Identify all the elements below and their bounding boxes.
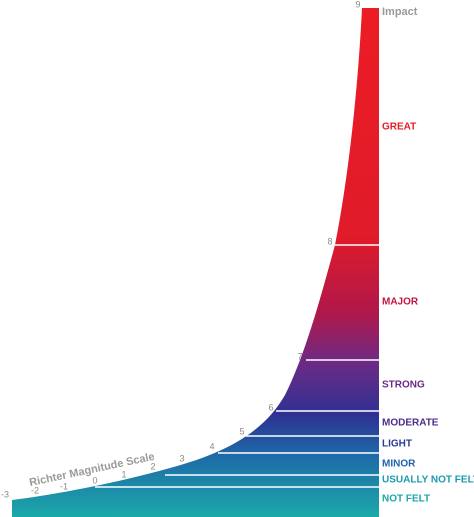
magnitude-label: 2 [150, 461, 155, 471]
band-label: GREAT [382, 122, 416, 133]
magnitude-label: 4 [209, 441, 214, 451]
band-label: MINOR [382, 459, 416, 470]
impact-header: Impact [382, 6, 418, 18]
magnitude-label: -2 [31, 485, 39, 495]
magnitude-label: 8 [327, 236, 332, 246]
magnitude-label: -3 [1, 489, 9, 499]
band-label: MAJOR [382, 297, 419, 308]
magnitude-label: 7 [297, 351, 302, 361]
magnitude-label: 5 [239, 426, 244, 436]
magnitude-label: 9 [355, 0, 360, 9]
band-label: STRONG [382, 380, 425, 391]
magnitude-label: 0 [92, 475, 97, 485]
band-label: USUALLY NOT FELT [382, 475, 474, 486]
magnitude-label: 1 [121, 469, 126, 479]
band-label: NOT FELT [382, 494, 430, 505]
band-label: MODERATE [382, 418, 439, 429]
magnitude-label: 6 [268, 402, 273, 412]
magnitude-label: 3 [179, 453, 184, 463]
magnitude-label: -1 [60, 481, 68, 491]
scale-shape [12, 8, 379, 517]
band-label: LIGHT [382, 439, 412, 450]
